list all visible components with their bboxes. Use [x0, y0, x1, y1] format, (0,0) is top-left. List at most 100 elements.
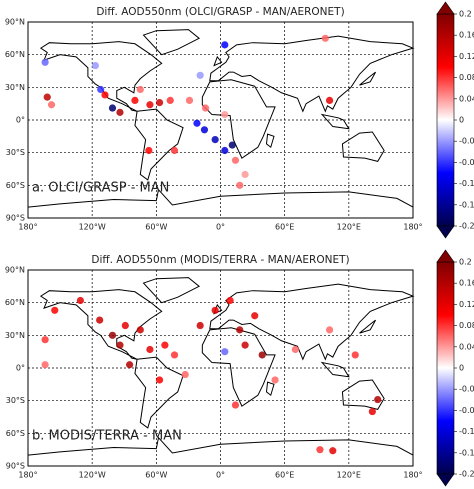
colorbar-tick-label: 0.2 [459, 258, 472, 267]
y-tick-label: 60°N [5, 298, 25, 307]
x-tick-label: 0° [216, 223, 225, 232]
data-point [251, 312, 259, 320]
colorbar-tick-label: 0.2 [459, 10, 472, 19]
data-point [236, 181, 244, 189]
data-point [221, 146, 229, 155]
data-point [185, 96, 194, 104]
y-tick-label: 30°N [5, 83, 25, 92]
data-point [351, 351, 359, 359]
y-tick-label: 0° [16, 116, 25, 125]
data-point [329, 447, 337, 455]
data-point [170, 351, 179, 359]
colorbar-extend-bottom [436, 225, 455, 239]
colorbar-tick-label: -0.08 [459, 406, 474, 415]
y-tick-label: 90°S [6, 462, 25, 471]
data-point [170, 146, 179, 155]
x-tick-label: 180° [403, 223, 422, 232]
colorbar-tick-label: -0.04 [459, 137, 474, 146]
x-tick-label: 60°W [145, 471, 167, 480]
data-point [368, 407, 376, 416]
data-point [136, 326, 144, 334]
data-point [108, 331, 117, 339]
map-panel: Diff. AOD550nm (OLCI/GRASP - MAN/AERONET… [5, 1, 474, 239]
data-point [145, 146, 153, 155]
data-point [193, 119, 201, 127]
y-tick-label: 90°S [6, 214, 25, 223]
x-tick-label: 120°E [337, 223, 361, 232]
data-point [201, 104, 210, 112]
data-point [97, 85, 105, 94]
data-point [91, 61, 99, 70]
colorbar-tick-label: -0.04 [459, 385, 474, 394]
colorbar-tick-label: 0.16 [459, 31, 474, 40]
map-frame [27, 269, 414, 467]
data-point [316, 446, 324, 454]
x-tick-label: 180° [18, 223, 37, 232]
data-point [108, 104, 117, 112]
colorbar-extend-bottom [436, 473, 455, 487]
x-tick-label: 0° [216, 471, 225, 480]
colorbar-extend-top [436, 1, 455, 15]
x-tick-label: 60°W [145, 223, 167, 232]
data-point [196, 71, 204, 79]
data-point [161, 341, 169, 349]
data-point [47, 101, 56, 109]
colorbar-tick-label: 0 [459, 116, 464, 125]
y-tick-label: 30°S [6, 396, 25, 405]
colorbar-extend-top [436, 249, 455, 263]
y-tick-label: 90°N [5, 18, 25, 27]
data-point [231, 401, 240, 409]
data-point [231, 156, 240, 164]
data-point [146, 101, 154, 109]
data-point [241, 341, 249, 349]
x-tick-label: 180° [18, 471, 37, 480]
data-point [146, 345, 154, 354]
y-tick-label: 90°N [5, 266, 25, 275]
y-tick-label: 30°S [6, 148, 25, 157]
x-tick-label: 60°E [275, 471, 294, 480]
data-point [181, 370, 189, 379]
data-point [101, 91, 109, 99]
chart-title: Diff. AOD550nm (OLCI/GRASP - MAN/AERONET… [96, 6, 344, 18]
data-point [155, 98, 164, 107]
data-point [236, 326, 244, 334]
data-point [196, 321, 204, 330]
x-tick-label: 120°W [79, 471, 106, 480]
x-tick-label: 180° [403, 471, 422, 480]
x-tick-label: 60°E [275, 223, 294, 232]
data-point [43, 93, 51, 101]
colorbar-tick-label: 0 [459, 364, 464, 373]
colorbar-tick-label: -0.16 [459, 200, 474, 209]
x-tick-label: 120°W [79, 223, 106, 232]
data-point [221, 41, 229, 49]
colorbar-tick-label: -0.12 [459, 179, 474, 188]
data-point [125, 361, 134, 369]
data-point [211, 306, 219, 314]
y-tick-label: 60°N [5, 50, 25, 59]
y-tick-label: 60°S [6, 429, 25, 438]
colorbar-tick-label: 0.04 [459, 342, 474, 351]
colorbar-tick-label: 0.16 [459, 279, 474, 288]
data-point [166, 96, 174, 104]
y-tick-label: 60°S [6, 181, 25, 190]
data-point [221, 110, 229, 119]
data-point [131, 96, 139, 104]
data-point [41, 336, 49, 344]
colorbar-tick-label: -0.08 [459, 158, 474, 167]
data-point [221, 348, 229, 356]
data-point [228, 141, 236, 149]
data-point [121, 321, 129, 330]
data-point [325, 326, 334, 334]
data-point [211, 136, 219, 144]
data-point [41, 361, 49, 369]
x-tick-label: 120°E [337, 471, 361, 480]
colorbar-tick-label: 0.12 [459, 52, 474, 61]
data-point [76, 296, 85, 305]
data-point [241, 170, 249, 179]
data-point [116, 108, 124, 116]
data-point [325, 96, 334, 104]
colorbar-tick-label: -0.12 [459, 427, 474, 436]
data-point [291, 345, 299, 354]
colorbar-tick-label: 0.08 [459, 321, 474, 330]
